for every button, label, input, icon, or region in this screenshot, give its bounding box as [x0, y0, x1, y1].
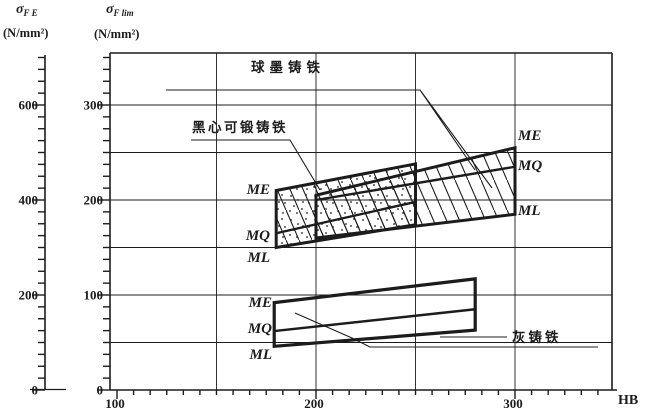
hb-tick-label: 100	[105, 396, 125, 411]
grade-label-ml-1: ML	[247, 250, 271, 266]
band-mq-line-2	[315, 165, 516, 202]
leader-lines	[166, 89, 598, 348]
sigma-flim-tick-label: 300	[84, 98, 104, 113]
grade-label-me-2: ME	[517, 128, 541, 144]
sigma-fe-tick-label: 200	[19, 288, 39, 303]
grade-label-mq-0: MQ	[247, 321, 272, 337]
grade-label-mq-1: MQ	[245, 228, 270, 244]
leader-grey-cast-iron	[294, 312, 598, 348]
sigma-fe-tick-label: 600	[19, 98, 39, 113]
grade-label-ml-2: ML	[517, 203, 541, 219]
material-label-0: 灰铸铁	[512, 329, 562, 346]
grade-label-mq-2: MQ	[517, 158, 542, 174]
plot-frame	[110, 52, 613, 390]
band-labels: 灰铸铁 ME MQ ML 黑心可锻铸铁 ME MQ ML 球墨铸铁 ME MQ ML	[192, 59, 562, 363]
leader-malleable-cast-iron	[191, 139, 321, 191]
hb-tick-label: 300	[503, 396, 523, 411]
sigma-flim-symbol: σF lim	[106, 2, 134, 18]
sigma-fe-symbol: σF E	[16, 2, 38, 18]
material-label-2: 球墨铸铁	[251, 59, 325, 76]
sigma-fe-tick-label: 0	[32, 383, 39, 398]
sigma-fe-tick-label: 400	[19, 193, 39, 208]
band-outline-0	[272, 277, 477, 349]
hb-tick-label: 200	[304, 396, 324, 411]
sigma-flim-tick-label: 100	[84, 288, 104, 303]
sigma-flim-unit: (N/mm²)	[94, 27, 139, 41]
material-label-1: 黑心可锻铸铁	[192, 119, 288, 136]
grade-label-me-1: ME	[246, 182, 270, 198]
leader-nodular-cast-iron	[166, 89, 493, 189]
band-mq-line-0	[274, 308, 476, 333]
band-outline-2	[314, 145, 517, 240]
sigma-flim-tick-label: 0	[97, 383, 104, 398]
grade-label-ml-0: ML	[249, 347, 273, 363]
sigma-fe-unit: (N/mm²)	[3, 26, 48, 40]
material-bands	[272, 145, 517, 349]
hb-axis-label: HB	[618, 393, 638, 408]
grade-label-me-0: ME	[248, 295, 272, 311]
sigma-flim-tick-label: 200	[84, 193, 104, 208]
